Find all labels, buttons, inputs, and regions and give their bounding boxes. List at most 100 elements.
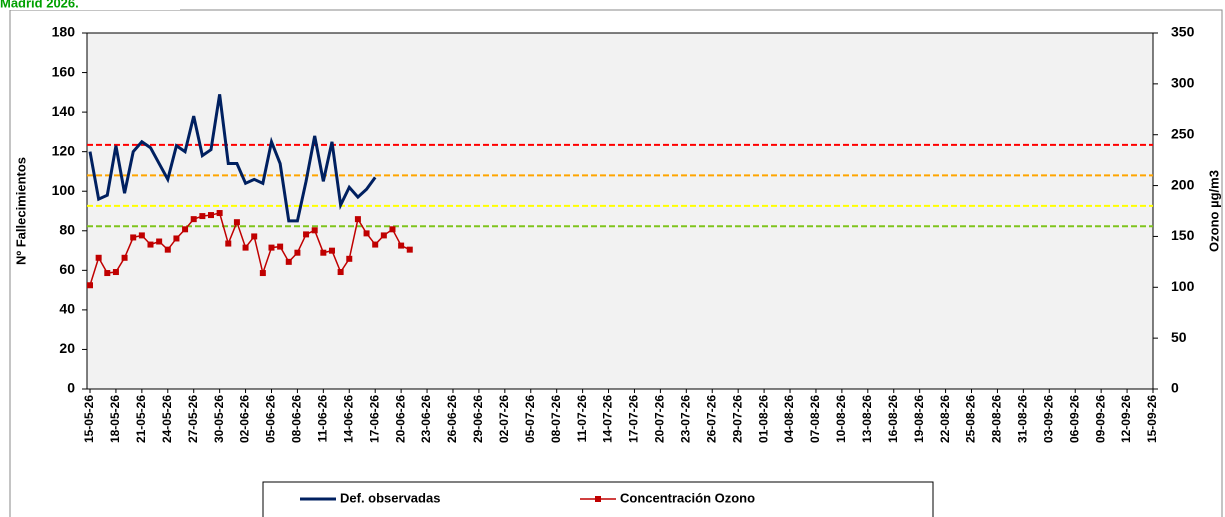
y2-tick-label: 300 <box>1171 75 1195 91</box>
series-marker <box>242 244 249 251</box>
x-tick-label: 08-07-26 <box>549 395 563 443</box>
x-tick-label: 23-07-26 <box>678 395 692 443</box>
x-tick-label: 15-05-26 <box>82 395 96 443</box>
series-marker <box>285 258 292 265</box>
x-tick-label: 07-08-26 <box>808 395 822 443</box>
x-tick-label: 08-06-26 <box>290 395 304 443</box>
y2-tick-label: 0 <box>1171 380 1179 396</box>
series-marker <box>104 270 111 277</box>
x-tick-label: 12-09-26 <box>1119 395 1133 443</box>
series-marker <box>173 235 180 242</box>
series-marker <box>121 254 128 261</box>
series-marker <box>182 226 189 233</box>
y2-tick-label: 50 <box>1171 329 1187 345</box>
series-marker <box>380 232 387 239</box>
x-tick-label: 31-08-26 <box>1016 395 1030 443</box>
series-marker <box>372 241 379 248</box>
x-tick-label: 11-07-26 <box>575 395 589 443</box>
x-tick-label: 24-05-26 <box>160 395 174 443</box>
x-tick-label: 17-06-26 <box>367 395 381 443</box>
series-marker <box>311 227 318 234</box>
y-tick-label: 0 <box>67 380 75 396</box>
x-tick-label: 05-07-26 <box>523 395 537 443</box>
x-tick-label: 09-09-26 <box>1093 395 1107 443</box>
x-tick-label: 01-08-26 <box>756 395 770 443</box>
series-marker <box>259 270 266 277</box>
x-tick-label: 18-05-26 <box>108 395 122 443</box>
x-tick-label: 19-08-26 <box>912 395 926 443</box>
y-tick-label: 40 <box>59 301 75 317</box>
x-tick-label: 04-08-26 <box>782 395 796 443</box>
x-tick-label: 17-07-26 <box>627 395 641 443</box>
x-tick-label: 15-09-26 <box>1145 395 1159 443</box>
x-tick-label: 11-06-26 <box>316 395 330 443</box>
series-marker <box>207 212 214 219</box>
title-bg <box>0 0 180 10</box>
x-tick-label: 06-09-26 <box>1067 395 1081 443</box>
y-tick-label: 80 <box>59 221 75 237</box>
y-tick-label: 140 <box>52 103 76 119</box>
series-marker <box>95 254 102 261</box>
series-line <box>88 94 377 223</box>
legend-label: Def. observadas <box>340 490 440 505</box>
y-axis-title: Nº Fallecimientos <box>13 157 28 265</box>
series-marker <box>156 238 163 245</box>
y2-tick-label: 150 <box>1171 227 1195 243</box>
x-tick-label: 22-08-26 <box>938 395 952 443</box>
y-tick-label: 120 <box>52 142 76 158</box>
series-marker <box>303 231 310 238</box>
y2-axis-title: Ozono µg/m3 <box>1206 170 1221 252</box>
x-tick-label: 14-06-26 <box>341 395 355 443</box>
x-tick-label: 20-07-26 <box>653 395 667 443</box>
series-marker <box>225 240 232 247</box>
series-marker <box>268 244 275 251</box>
series-marker <box>138 232 145 239</box>
y-tick-label: 100 <box>52 182 76 198</box>
series-marker <box>398 242 405 249</box>
x-tick-label: 23-06-26 <box>419 395 433 443</box>
series-marker <box>328 247 335 254</box>
legend-marker <box>595 496 601 502</box>
y-tick-label: 20 <box>59 340 75 356</box>
chart-title: Madrid 2026. <box>0 0 79 10</box>
x-tick-label: 16-08-26 <box>886 395 900 443</box>
y2-tick-label: 100 <box>1171 278 1195 294</box>
y-tick-label: 160 <box>52 63 76 79</box>
x-tick-label: 26-06-26 <box>445 395 459 443</box>
x-tick-label: 13-08-26 <box>860 395 874 443</box>
x-tick-label: 05-06-26 <box>264 395 278 443</box>
x-tick-label: 29-07-26 <box>730 395 744 443</box>
x-tick-label: 29-06-26 <box>471 395 485 443</box>
x-tick-label: 25-08-26 <box>964 395 978 443</box>
y2-tick-label: 250 <box>1171 125 1195 141</box>
series-marker <box>164 246 171 253</box>
series-marker <box>130 234 137 241</box>
x-tick-label: 20-06-26 <box>393 395 407 443</box>
y-tick-label: 60 <box>59 261 75 277</box>
x-tick-label: 14-07-26 <box>601 395 615 443</box>
series-marker <box>294 249 301 256</box>
series-marker <box>389 226 396 233</box>
series-marker <box>233 219 240 226</box>
x-tick-label: 10-08-26 <box>834 395 848 443</box>
x-tick-label: 28-08-26 <box>990 395 1004 443</box>
series-marker <box>190 216 197 223</box>
series-marker <box>147 241 154 248</box>
y2-tick-label: 200 <box>1171 176 1195 192</box>
series-marker <box>406 246 413 253</box>
series-marker <box>320 249 327 256</box>
series-marker <box>87 282 93 289</box>
x-tick-label: 02-07-26 <box>497 395 511 443</box>
x-tick-label: 03-09-26 <box>1041 395 1055 443</box>
series-marker <box>216 210 223 217</box>
x-tick-label: 26-07-26 <box>704 395 718 443</box>
series-marker <box>363 230 370 237</box>
x-tick-label: 30-05-26 <box>212 395 226 443</box>
series-marker <box>199 213 206 220</box>
legend-label: Concentración Ozono <box>620 490 755 505</box>
plot-area <box>86 32 1154 390</box>
series-marker <box>354 216 361 223</box>
x-tick-label: 27-05-26 <box>186 395 200 443</box>
